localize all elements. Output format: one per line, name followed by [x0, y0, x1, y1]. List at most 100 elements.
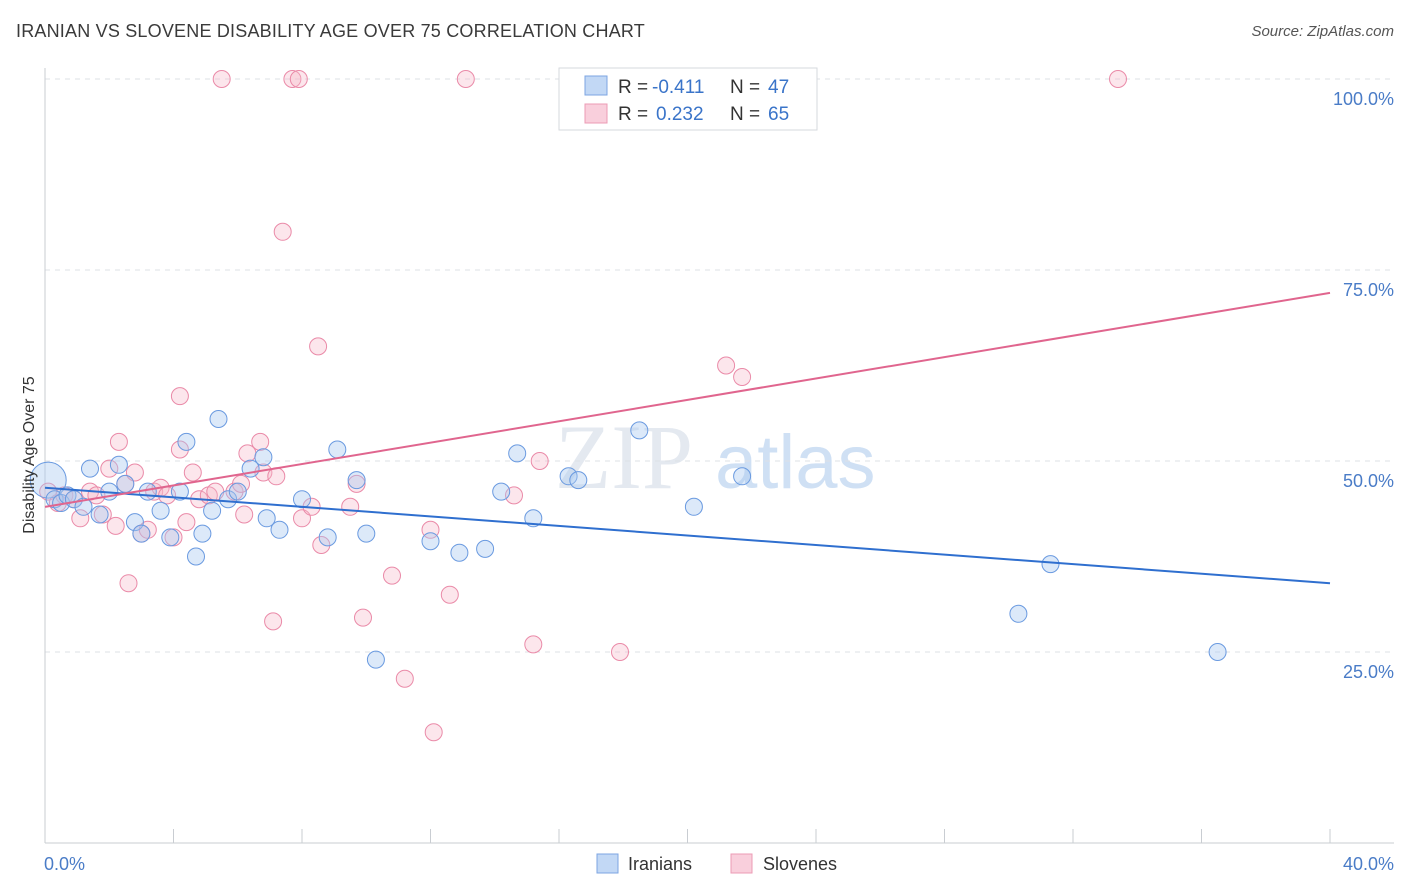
- y-tick-label: 100.0%: [1333, 89, 1394, 109]
- slovenes-point: [611, 643, 629, 661]
- slovenes-point: [395, 669, 414, 688]
- iranians-point: [90, 505, 109, 524]
- axes: [44, 68, 1394, 844]
- slovenes-point: [170, 440, 189, 459]
- slovenes-point: [267, 467, 286, 486]
- iranians-point: [132, 524, 151, 543]
- slovenes-trend-line: [44, 291, 1331, 508]
- slovenes-point: [251, 432, 270, 451]
- iranians-point: [116, 474, 135, 493]
- slovenes-point: [354, 608, 372, 627]
- legend-r-value-iranians: -0.411: [652, 77, 704, 98]
- iranians-point: [177, 432, 196, 451]
- bottom-legend-swatch-slovenes: [730, 853, 753, 874]
- slovenes-point: [530, 452, 549, 470]
- iranians-point: [559, 467, 578, 486]
- slovenes-point: [289, 70, 308, 88]
- iranians-point: [733, 467, 752, 486]
- iranians-point: [228, 482, 247, 501]
- iranians-point: [74, 497, 93, 516]
- iranians-point: [161, 528, 180, 547]
- iranians-point: [492, 482, 511, 501]
- iranians-point: [1208, 643, 1227, 661]
- x-tick-label-max: 40.0%: [1343, 854, 1394, 874]
- legend-n-value-slovenes: 65: [768, 104, 789, 125]
- iranians-point: [293, 490, 311, 509]
- x-tick-label-min: 0.0%: [44, 854, 85, 874]
- iranians-point: [203, 501, 222, 520]
- slovenes-point: [71, 509, 90, 528]
- grid: [45, 78, 1394, 653]
- y-tick-label: 50.0%: [1343, 471, 1394, 491]
- slovenes-point: [293, 509, 311, 528]
- iranians-trend-line: [44, 486, 1331, 585]
- slovenes-point: [309, 337, 328, 356]
- iranians-point: [524, 509, 543, 528]
- series-legend: Iranians Slovenes: [596, 853, 837, 874]
- iranians-point: [421, 532, 440, 551]
- y-tick-label: 75.0%: [1343, 280, 1394, 300]
- legend-r-label-slovenes: R =: [618, 104, 648, 125]
- y-tick-label: 25.0%: [1343, 662, 1394, 682]
- iranians-point: [187, 547, 205, 566]
- iranians-point: [209, 410, 228, 428]
- iranians-point: [450, 543, 469, 562]
- y-axis-title: Disability Age Over 75: [21, 376, 38, 534]
- iranians-point: [328, 440, 347, 459]
- slovenes-point: [212, 70, 231, 88]
- iranians-point: [684, 497, 703, 516]
- iranians-point: [476, 539, 495, 558]
- slovenes-point: [312, 536, 331, 554]
- slovenes-point: [170, 387, 189, 406]
- iranians-point: [125, 513, 144, 532]
- iranians-point: [270, 520, 289, 539]
- watermark-atlas: atlas: [715, 420, 876, 505]
- bottom-legend-iranians: Iranians: [628, 854, 692, 874]
- slovenes-point: [177, 513, 196, 532]
- slovenes-point: [264, 612, 283, 631]
- iranians-point: [347, 471, 366, 490]
- slovenes-point: [283, 70, 302, 88]
- iranians-point: [318, 528, 337, 547]
- iranians-point: [254, 448, 273, 467]
- slovenes-point: [273, 222, 292, 241]
- bottom-legend-slovenes: Slovenes: [763, 854, 837, 874]
- iranians-point: [1009, 604, 1028, 623]
- iranians-point: [1041, 555, 1060, 574]
- iranians-point: [569, 471, 588, 490]
- watermark-zip: ZIP: [555, 406, 693, 508]
- iranians-point: [630, 421, 649, 440]
- source-label: Source: ZipAtlas.com: [1251, 23, 1394, 40]
- iranians-points: [29, 410, 1227, 669]
- slovenes-point: [183, 463, 202, 482]
- iranians-point: [366, 650, 385, 669]
- slovenes-point: [106, 516, 125, 535]
- legend-r-value-slovenes: 0.232: [656, 104, 704, 125]
- legend-n-value-iranians: 47: [768, 77, 789, 98]
- slovenes-point: [424, 723, 443, 742]
- iranians-point: [257, 509, 276, 528]
- iranians-point: [109, 455, 128, 474]
- slovenes-point: [733, 368, 752, 386]
- slovenes-point: [100, 459, 119, 478]
- slovenes-point: [456, 70, 475, 88]
- slovenes-point: [440, 585, 459, 604]
- iranians-point: [219, 490, 238, 509]
- slovenes-point: [109, 432, 128, 451]
- slovenes-point: [119, 574, 138, 593]
- slovenes-point: [383, 566, 401, 585]
- slovenes-point: [235, 505, 254, 524]
- iranians-point: [193, 524, 212, 543]
- slovenes-point: [1109, 70, 1127, 88]
- iranians-point: [357, 524, 376, 543]
- legend-n-label-slovenes: N =: [730, 104, 760, 125]
- trend-lines: [44, 291, 1331, 585]
- iranians-point: [508, 444, 527, 463]
- legend-r-label-iranians: R =: [618, 77, 648, 98]
- legend-n-label-iranians: N =: [730, 77, 760, 98]
- legend-swatch-iranians: [584, 75, 608, 96]
- bottom-legend-swatch-iranians: [596, 853, 619, 874]
- slovenes-point: [717, 356, 736, 375]
- legend-swatch-slovenes: [584, 103, 608, 124]
- correlation-legend: R = -0.411 N = 47 R = 0.232 N = 65: [558, 67, 818, 131]
